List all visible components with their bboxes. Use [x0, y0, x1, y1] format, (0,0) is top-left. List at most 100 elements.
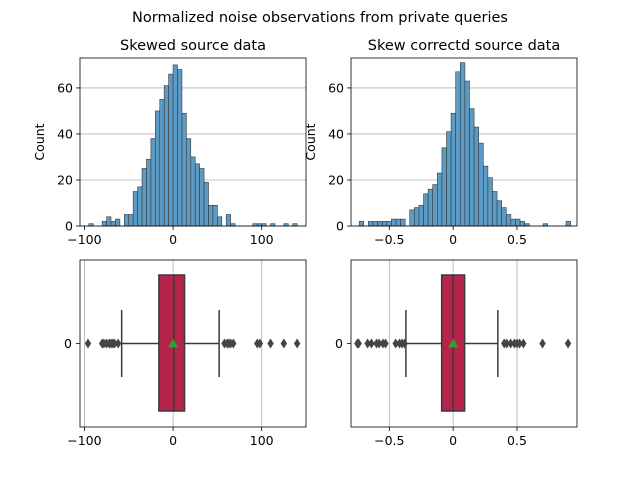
histogram-bar: [469, 108, 475, 227]
histogram-bar: [400, 218, 406, 227]
histogram-bar: [386, 221, 392, 227]
x-tick-label: 0: [449, 232, 457, 247]
x-tick-label: −0.5: [374, 232, 404, 247]
histogram-bar: [217, 216, 223, 227]
histogram-bar: [181, 112, 187, 227]
histogram-corrected: 0 20 40 60 −0.5 0 0.5 Skew correctd source data…: [303, 38, 578, 247]
histogram-bar: [427, 188, 434, 227]
histogram-bar: [132, 191, 138, 227]
subplot-title: Skewed source data: [120, 38, 266, 54]
x-tick-label: 0: [169, 433, 177, 448]
x-tick-label: 100: [250, 232, 274, 247]
boxplot-skewed: 0 −100 0 100: [64, 259, 307, 448]
y-tick-label: 0: [335, 336, 343, 351]
histogram-bar: [455, 71, 461, 227]
histogram-bar: [437, 172, 443, 227]
histogram-bar: [409, 209, 415, 227]
y-tick-label: 60: [328, 80, 344, 95]
histogram-bar: [141, 168, 147, 227]
x-tick-label: 0.5: [507, 433, 527, 448]
histogram-bar: [137, 186, 143, 227]
histogram-bar: [146, 158, 152, 227]
outlier-point: [368, 338, 375, 349]
x-tick-label: −100: [67, 433, 101, 448]
histogram-bar: [441, 147, 447, 227]
outlier-point: [114, 338, 122, 349]
histogram-bar: [106, 216, 112, 227]
x-tick-label: 0.5: [507, 232, 527, 247]
outlier-point: [507, 338, 514, 349]
y-tick-label: 20: [328, 172, 344, 187]
histogram-bar: [478, 142, 484, 227]
histogram-bar: [492, 191, 498, 227]
boxplot-corrected: 0 −0.5 0 0.5: [335, 259, 578, 448]
histogram-bar: [150, 138, 156, 227]
outlier-point: [267, 338, 274, 349]
outlier-point: [364, 338, 371, 349]
outlier-point: [355, 338, 362, 349]
histogram-bar: [172, 64, 178, 227]
histogram-bar: [101, 221, 107, 227]
histogram-bar: [163, 85, 169, 227]
outlier-point: [401, 338, 408, 349]
histogram-bar: [368, 221, 374, 227]
mean-marker: [168, 338, 179, 348]
histogram-bar: [203, 181, 209, 227]
histogram-bar: [177, 69, 183, 227]
outlier-point: [256, 338, 264, 349]
histogram-bar: [372, 221, 378, 227]
histogram-bar: [496, 200, 502, 227]
outlier-point: [375, 338, 383, 349]
histogram-bar: [446, 131, 452, 227]
histogram-bar: [168, 73, 174, 227]
histogram-bar: [159, 99, 165, 227]
histogram-bar: [482, 165, 489, 227]
outlier-point: [539, 338, 546, 349]
mean-marker: [448, 338, 459, 348]
histogram-bar: [473, 126, 479, 227]
y-tick-label: 0: [64, 336, 72, 351]
outlier-point: [230, 338, 237, 349]
histogram-bar: [464, 80, 470, 227]
axes-frame: [79, 57, 307, 227]
outlier-point: [280, 338, 288, 349]
outlier-point: [564, 338, 572, 349]
histogram-bar: [358, 221, 365, 227]
histogram-bar: [194, 163, 200, 227]
y-tick-label: 0: [65, 219, 73, 234]
outlier-point: [293, 338, 301, 349]
histogram-bar: [505, 214, 512, 227]
histogram-bar: [501, 207, 507, 227]
histogram-bar: [124, 214, 130, 227]
outlier-point: [84, 338, 92, 349]
outlier-point: [382, 338, 389, 349]
histogram-bar: [459, 62, 466, 227]
histogram-bar: [186, 138, 192, 227]
histogram-bar: [115, 218, 121, 227]
y-tick-label: 0: [336, 219, 344, 234]
histogram-bar: [199, 168, 205, 227]
y-axis-label: Count: [303, 123, 318, 160]
histogram-bar: [155, 110, 161, 227]
x-tick-label: −0.5: [374, 433, 404, 448]
outlier-point: [516, 338, 523, 349]
histogram-bar: [225, 214, 231, 227]
subplot-title: Skew correctd source data: [368, 38, 560, 54]
outlier-point: [520, 338, 527, 349]
histogram-bar: [414, 207, 420, 227]
x-tick-label: −100: [67, 232, 101, 247]
histogram-bar: [519, 221, 525, 227]
y-axis-label: Count: [32, 123, 47, 160]
histogram-bar: [423, 193, 429, 227]
histogram-bar: [510, 218, 516, 227]
x-tick-label: 0: [449, 433, 457, 448]
histogram-bar: [487, 177, 493, 227]
histogram-bar: [377, 221, 383, 227]
histogram-bar: [381, 221, 388, 227]
histogram-bar: [128, 214, 134, 227]
histogram-bar: [515, 218, 521, 227]
y-tick-label: 60: [57, 80, 73, 95]
